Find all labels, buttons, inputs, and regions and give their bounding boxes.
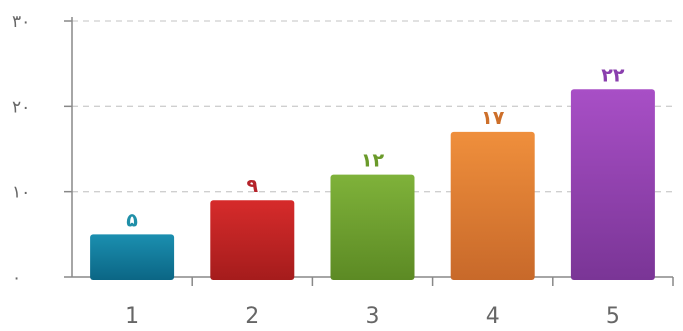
data-label: ۵	[126, 209, 138, 231]
y-tick-label: ۰	[12, 268, 21, 288]
y-tick-label: ۱۰	[12, 183, 30, 203]
data-label: ۱۷	[481, 107, 505, 129]
data-label: ۹	[246, 175, 258, 197]
bars	[90, 89, 655, 281]
data-label: ۱۲	[361, 150, 385, 172]
x-tick-label: 2	[245, 304, 259, 329]
y-tick-label: ۳۰	[12, 12, 30, 32]
x-tick-label: 4	[486, 304, 500, 329]
bar	[210, 200, 295, 280]
labels: 1 ۵ 2 ۹ 3 ۱۲ 4 ۱۷ 5 ۲۲	[125, 64, 625, 329]
y-tick-label: ۲۰	[12, 97, 30, 117]
x-tick-label: 3	[366, 304, 380, 329]
bar	[570, 89, 655, 281]
x-tick-label: 1	[125, 304, 139, 329]
x-tick-label: 5	[606, 304, 620, 329]
data-label: ۲۲	[601, 64, 625, 86]
bar	[90, 234, 175, 280]
bar	[450, 131, 535, 280]
bar	[330, 174, 415, 280]
